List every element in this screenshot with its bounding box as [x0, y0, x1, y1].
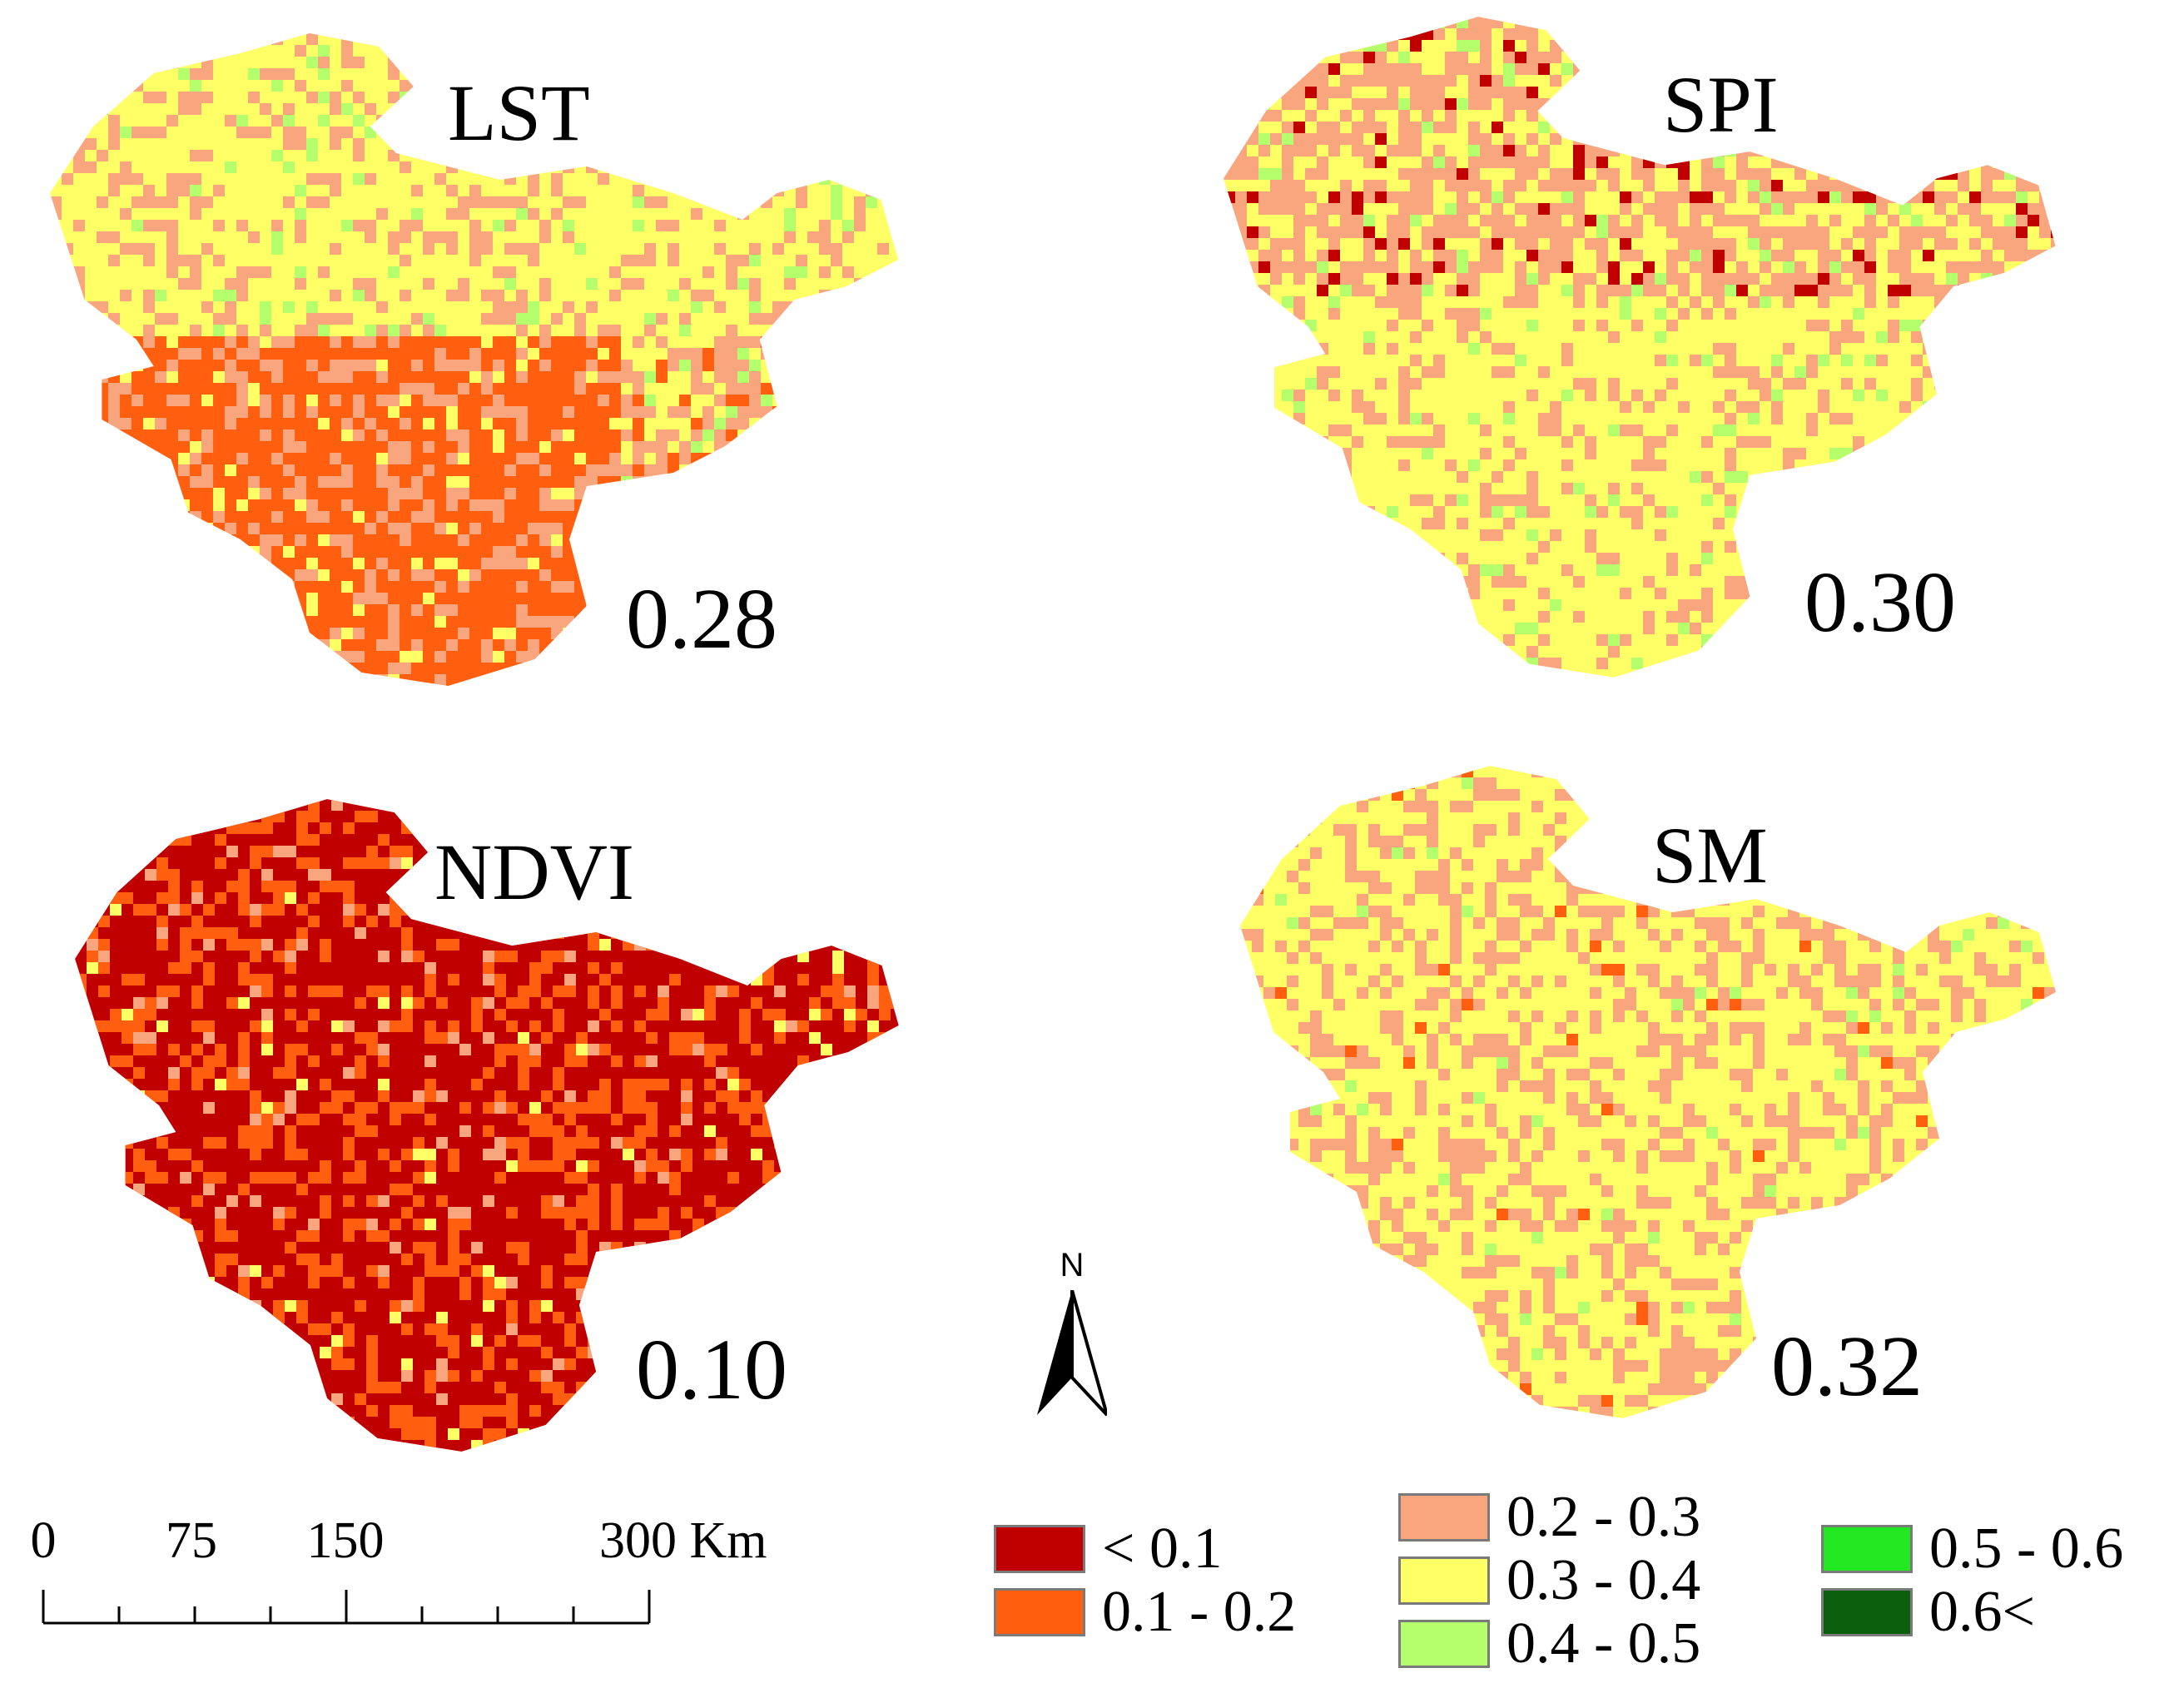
map-value-spi: 0.30	[1804, 554, 1956, 650]
legend-label: 0.5 - 0.6	[1929, 1517, 2124, 1581]
scale-tick-300: 300 Km	[599, 1515, 767, 1566]
legend-swatch	[1398, 1556, 1490, 1605]
scale-bar-line	[42, 1590, 651, 1625]
scale-tick-300-value: 300	[599, 1512, 677, 1569]
legend-swatch	[1821, 1525, 1913, 1573]
legend-label: 0.6<	[1929, 1580, 2035, 1644]
scale-bar: 0 75 150 300 Km	[30, 1512, 767, 1640]
legend-label: 0.1 - 0.2	[1102, 1580, 1297, 1644]
map-lst	[50, 33, 899, 686]
map-ndvi	[75, 799, 899, 1452]
map-panel-lst	[50, 33, 916, 699]
map-value-lst: 0.28	[626, 571, 777, 667]
scale-tick-0: 0	[30, 1512, 57, 1569]
map-spi	[1224, 17, 2056, 678]
legend-swatch	[994, 1525, 1085, 1573]
map-title-lst: LST	[448, 68, 590, 157]
legend-swatch	[1398, 1493, 1490, 1542]
scale-tick-75: 75	[166, 1512, 217, 1569]
map-sm	[1240, 766, 2056, 1418]
map-panel-spi	[1224, 17, 2072, 691]
north-arrow: N	[1022, 1249, 1122, 1423]
map-panel-sm	[1240, 766, 2072, 1432]
legend-label: 0.3 - 0.4	[1506, 1548, 1701, 1612]
legend-swatch	[1821, 1588, 1913, 1636]
map-title-ndvi: NDVI	[434, 827, 634, 916]
scale-tick-150: 150	[306, 1512, 385, 1569]
map-value-ndvi: 0.10	[636, 1322, 787, 1417]
legend-swatch	[1398, 1620, 1490, 1668]
scale-unit: Km	[689, 1512, 767, 1569]
north-label: N	[1060, 1247, 1085, 1283]
legend-label: < 0.1	[1102, 1517, 1223, 1581]
legend-label: 0.4 - 0.5	[1506, 1611, 1701, 1676]
north-arrow-icon	[1037, 1290, 1107, 1417]
map-title-spi: SPI	[1663, 60, 1779, 149]
map-panel-ndvi	[75, 799, 916, 1465]
legend-swatch	[994, 1588, 1085, 1636]
map-value-sm: 0.32	[1771, 1318, 1923, 1414]
legend-label: 0.2 - 0.3	[1506, 1485, 1701, 1549]
map-title-sm: SM	[1652, 811, 1768, 900]
